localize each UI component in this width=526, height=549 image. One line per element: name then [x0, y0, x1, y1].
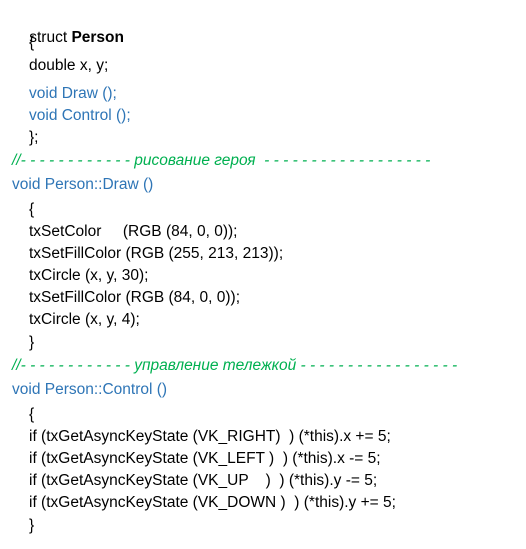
- code-line-control-def: void Person::Control (): [12, 381, 168, 398]
- code-line-control-decl: void Control ();: [29, 107, 131, 124]
- code-line-key-right: if (txGetAsyncKeyState (VK_RIGHT) ) (*th…: [29, 428, 391, 445]
- code-line-control-close-brace: }: [29, 517, 35, 534]
- code-line-draw-close-brace: }: [29, 334, 35, 351]
- code-line-control-open-brace: {: [29, 406, 35, 423]
- code-line-draw-def: void Person::Draw (): [12, 176, 154, 193]
- code-line-struct-close: };: [29, 129, 39, 146]
- code-line-circle-2: txCircle (x, y, 4);: [29, 311, 140, 328]
- struct-name: Person: [71, 29, 124, 46]
- struct-declaration-line: struct Person: [12, 8, 124, 46]
- code-line-draw-decl: void Draw ();: [29, 85, 117, 102]
- code-line-setfillcolor-1: txSetFillColor (RGB (255, 213, 213));: [29, 245, 284, 262]
- code-line-key-up: if (txGetAsyncKeyState (VK_UP ) ) (*this…: [29, 472, 378, 489]
- code-line-draw-open-brace: {: [29, 201, 35, 218]
- code-line-member-vars: double x, y;: [29, 57, 109, 74]
- comment-control-section: //- - - - - - - - - - - - управление тел…: [12, 357, 458, 374]
- code-line-setcolor: txSetColor (RGB (84, 0, 0));: [29, 223, 238, 240]
- comment-draw-section: //- - - - - - - - - - - - рисование геро…: [12, 152, 431, 169]
- code-line-struct-open-brace: {: [29, 34, 35, 51]
- code-line-circle-1: txCircle (x, y, 30);: [29, 267, 149, 284]
- code-line-key-left: if (txGetAsyncKeyState (VK_LEFT ) ) (*th…: [29, 450, 381, 467]
- struct-keyword: struct: [29, 29, 72, 46]
- code-line-setfillcolor-2: txSetFillColor (RGB (84, 0, 0));: [29, 289, 241, 306]
- code-line-key-down: if (txGetAsyncKeyState (VK_DOWN ) ) (*th…: [29, 494, 396, 511]
